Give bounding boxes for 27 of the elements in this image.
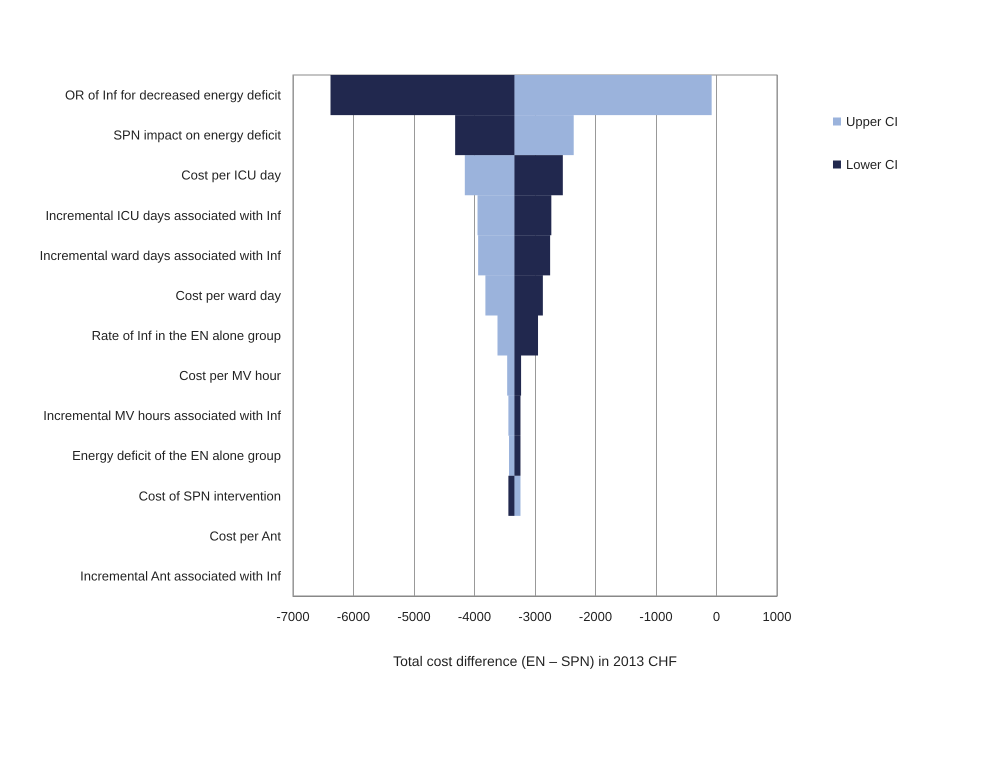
x-tick-label: -6000 — [336, 609, 370, 624]
x-tick-label: -5000 — [397, 609, 431, 624]
y-tick-label: Incremental MV hours associated with Inf — [43, 408, 282, 424]
y-tick-label: Cost per Ant — [209, 528, 282, 544]
x-tick-label: -3000 — [518, 609, 552, 624]
y-tick-label: Energy deficit of the EN alone group — [72, 448, 281, 464]
y-tick-label: Cost per ward day — [176, 288, 282, 303]
x-tick-label: 1000 — [762, 609, 792, 624]
y-tick-label: Incremental ICU days associated with Inf — [45, 208, 282, 223]
x-tick-label: -4000 — [458, 609, 492, 624]
legend-label: Lower CI — [846, 157, 898, 172]
x-tick-label: 0 — [712, 609, 720, 624]
y-tick-label: Rate of Inf in the EN alone group — [92, 328, 281, 343]
legend-label: Upper CI — [846, 114, 898, 129]
y-tick-label: Cost of SPN intervention — [138, 488, 281, 504]
x-tick-label: -7000 — [276, 609, 310, 624]
y-tick-label: Cost per ICU day — [181, 168, 282, 183]
y-tick-label: Incremental Ant associated with Inf — [80, 568, 282, 584]
x-axis-title: Total cost difference (EN – SPN) in 2013 CHF — [393, 653, 677, 669]
y-tick-label: OR of Inf for decreased energy deficit — [64, 88, 282, 103]
y-tick-label: SPN impact on energy deficit — [113, 128, 282, 143]
bar — [508, 476, 514, 516]
y-tick-label: Cost per MV hour — [179, 368, 282, 384]
bar — [514, 476, 520, 516]
x-tick-label: -2000 — [578, 609, 612, 624]
y-tick-label: Incremental ward days associated with Inf — [40, 248, 282, 263]
x-tick-label: -1000 — [639, 609, 673, 624]
